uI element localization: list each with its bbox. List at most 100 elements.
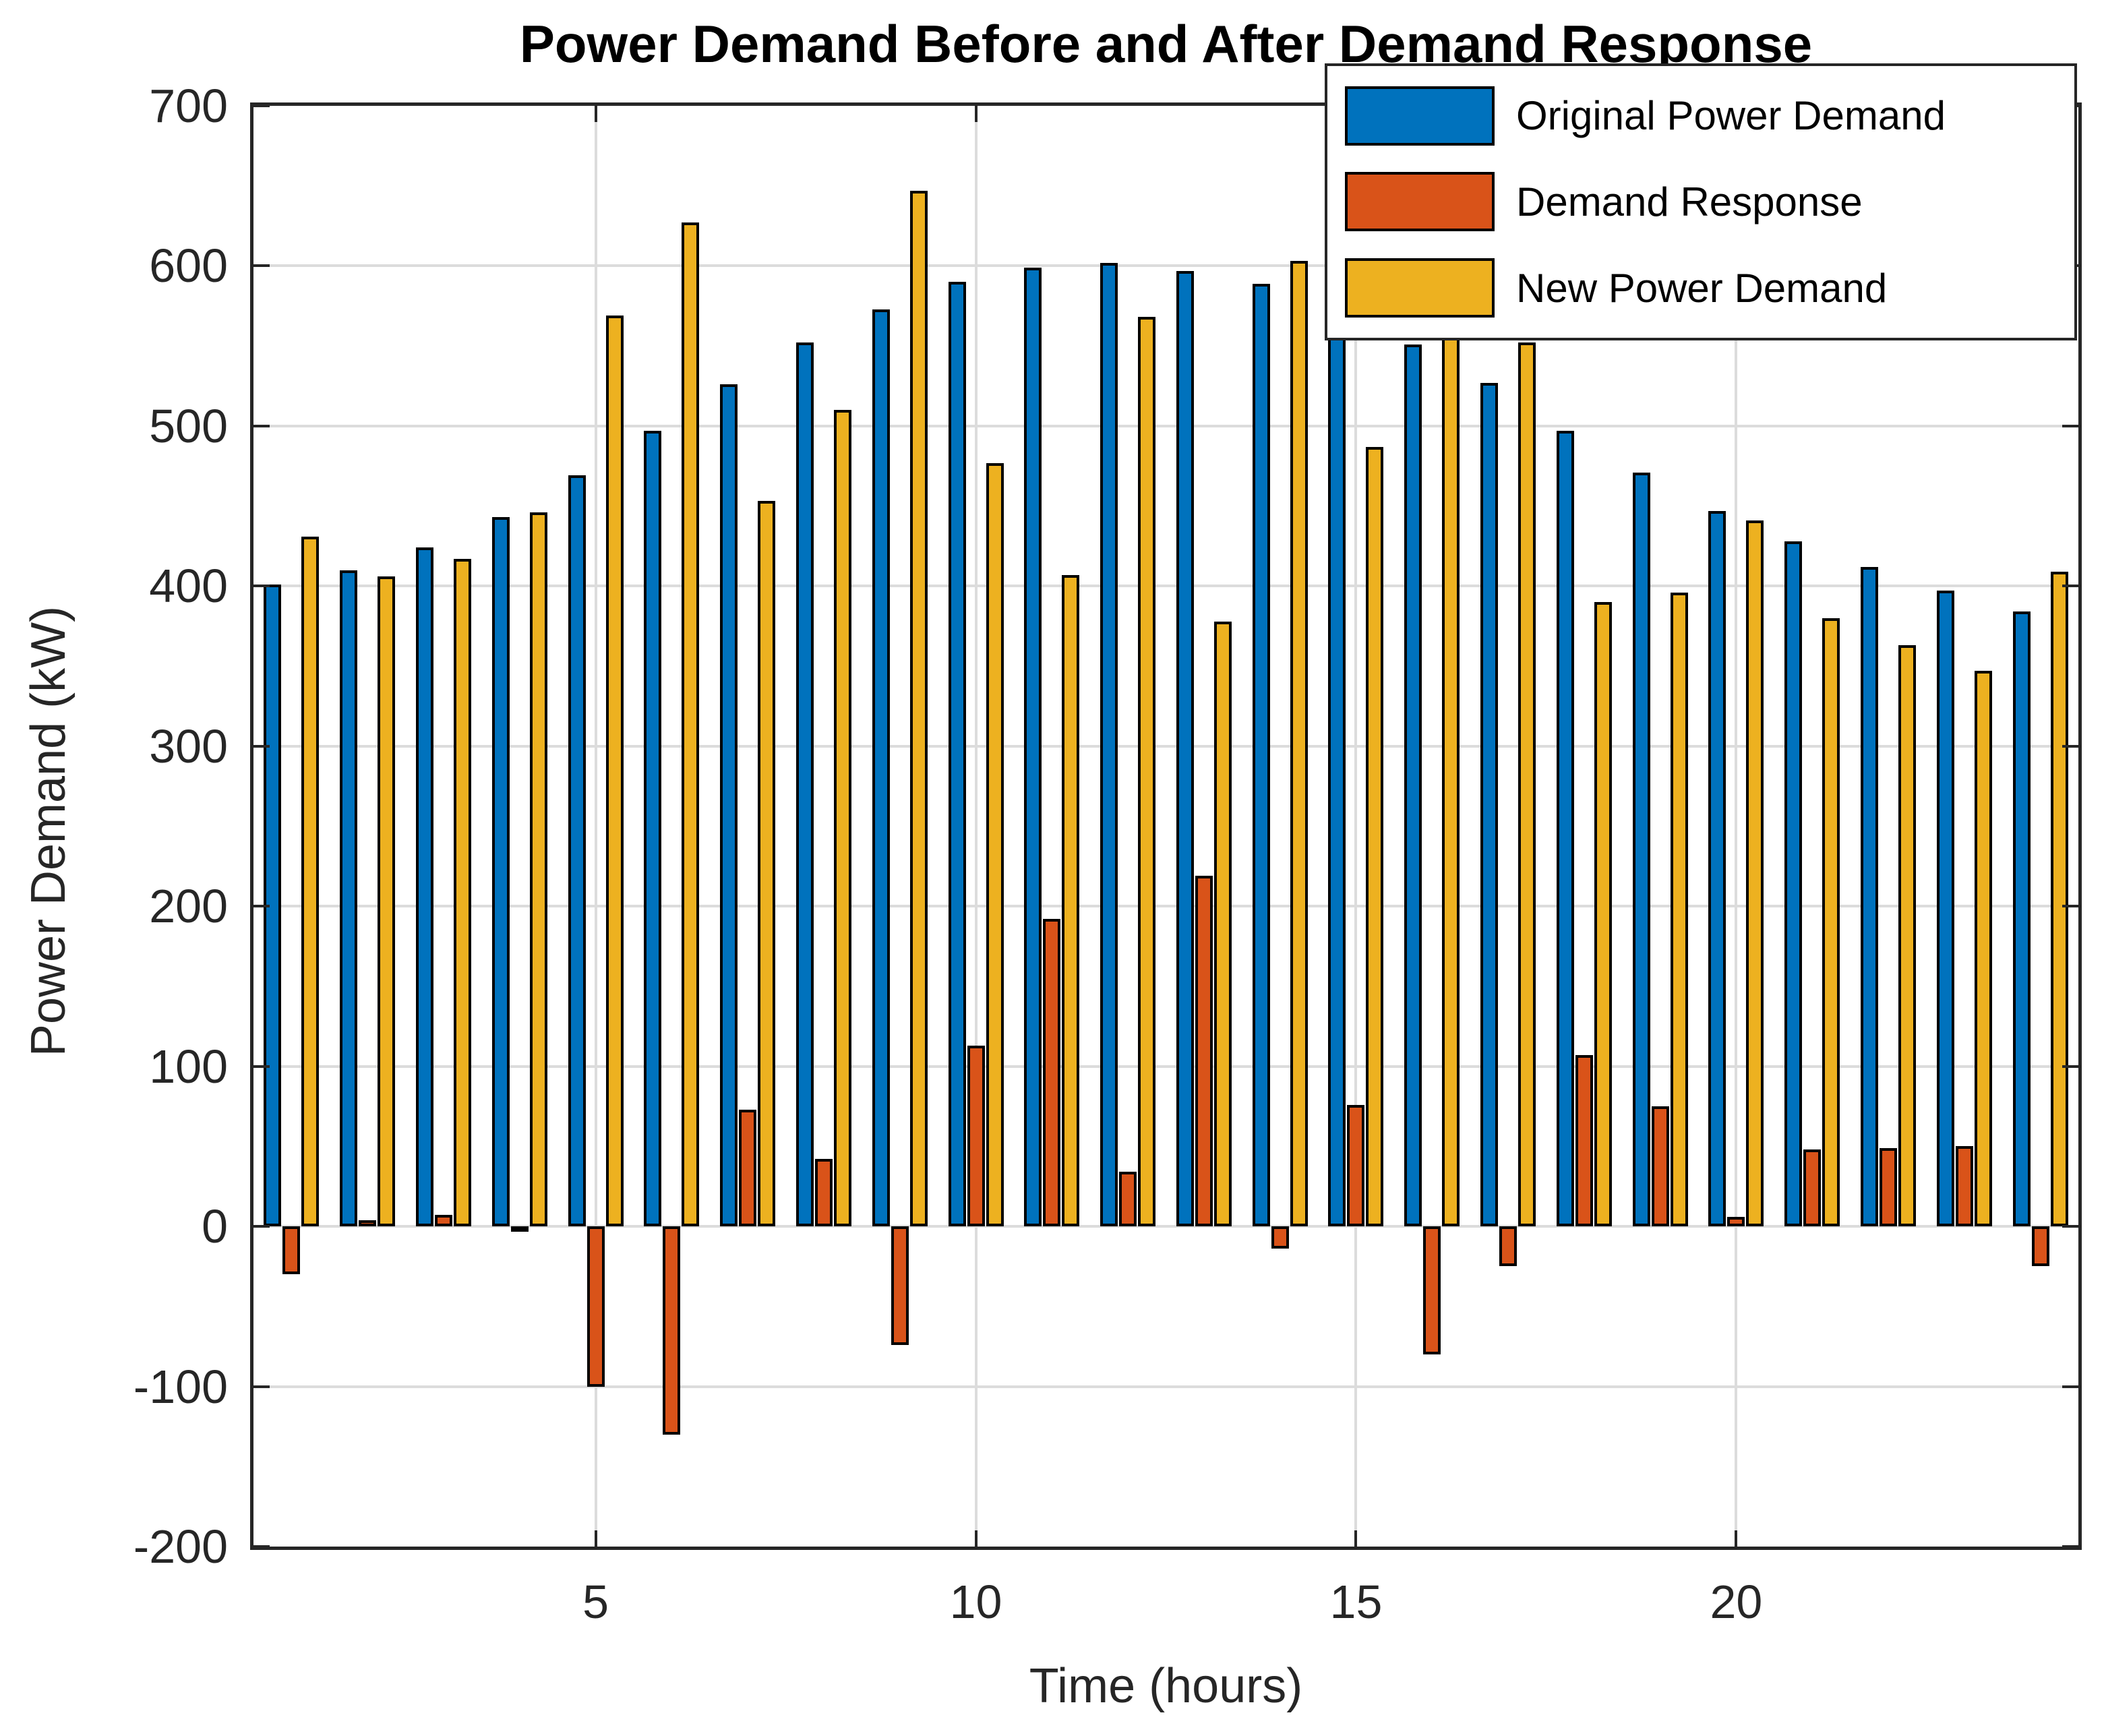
bar-hour3-series1 xyxy=(434,1215,452,1227)
bar-hour18-series2 xyxy=(1594,602,1612,1227)
bar-hour14-series1 xyxy=(1271,1226,1289,1249)
legend-label-original-power-demand: Original Power Demand xyxy=(1516,93,1946,139)
bar-hour3-series0 xyxy=(415,547,433,1227)
bar-hour2-series0 xyxy=(340,570,358,1227)
v-gridline-10 xyxy=(974,106,978,1547)
bar-hour12-series1 xyxy=(1119,1172,1137,1227)
bar-hour5-series0 xyxy=(568,475,586,1227)
bar-hour19-series0 xyxy=(1632,472,1650,1227)
bar-hour11-series2 xyxy=(1062,574,1080,1227)
y-tick-label-500: 500 xyxy=(149,399,228,452)
bar-hour7-series1 xyxy=(739,1109,757,1227)
x-axis-label: Time (hours) xyxy=(1029,1659,1303,1713)
bar-hour2-series2 xyxy=(378,576,396,1227)
bar-hour12-series0 xyxy=(1100,262,1118,1227)
bar-hour16-series1 xyxy=(1423,1226,1441,1355)
x-tick-label-15: 15 xyxy=(1329,1576,1383,1628)
bar-hour12-series2 xyxy=(1138,317,1156,1227)
y-tick-label-0: 0 xyxy=(202,1200,228,1253)
legend-label-new-power-demand: New Power Demand xyxy=(1516,265,1888,311)
bar-hour20-series2 xyxy=(1746,520,1764,1227)
bar-hour19-series1 xyxy=(1651,1106,1669,1227)
y-tick-right-300 xyxy=(2062,744,2078,748)
bar-hour9-series2 xyxy=(909,190,928,1227)
y-tick-right-200 xyxy=(2062,905,2078,908)
bar-hour13-series0 xyxy=(1176,270,1194,1227)
y-tick-label--100: -100 xyxy=(133,1360,228,1413)
bar-hour22-series2 xyxy=(1898,645,1917,1227)
bar-hour3-series2 xyxy=(453,558,471,1227)
bar-hour17-series0 xyxy=(1480,382,1499,1227)
bar-hour15-series1 xyxy=(1347,1104,1365,1227)
y-tick-label-100: 100 xyxy=(149,1040,228,1093)
bar-hour4-series1 xyxy=(510,1226,529,1232)
bar-hour6-series2 xyxy=(682,222,700,1227)
y-tick-right-100 xyxy=(2062,1065,2078,1068)
legend-item-original-power-demand: Original Power Demand xyxy=(1345,86,2074,146)
bar-hour2-series1 xyxy=(359,1220,377,1227)
y-tick-right--200 xyxy=(2062,1545,2078,1548)
bar-hour10-series0 xyxy=(948,282,966,1227)
legend: Original Power Demand Demand Response Ne… xyxy=(1325,63,2077,340)
legend-item-demand-response: Demand Response xyxy=(1345,172,2074,232)
bar-hour24-series1 xyxy=(2031,1226,2049,1267)
y-tick-right-400 xyxy=(2062,585,2078,588)
bar-hour5-series2 xyxy=(605,316,624,1227)
y-tick-label-400: 400 xyxy=(149,560,228,613)
h-gridline--100 xyxy=(253,1385,2078,1388)
bar-hour23-series0 xyxy=(1936,591,1954,1227)
bar-hour20-series0 xyxy=(1708,510,1726,1227)
h-gridline-300 xyxy=(253,744,2078,748)
y-tick-right-0 xyxy=(2062,1225,2078,1228)
legend-swatch-demand-response xyxy=(1345,172,1495,232)
bar-hour1-series2 xyxy=(301,536,320,1227)
y-tick-left-0 xyxy=(253,1225,270,1228)
y-tick-left-200 xyxy=(253,905,270,908)
x-tick-top-5 xyxy=(594,106,597,122)
x-tick-label-10: 10 xyxy=(949,1576,1002,1628)
bar-hour24-series2 xyxy=(2050,571,2068,1227)
plot-area xyxy=(250,102,2082,1550)
y-tick-left-600 xyxy=(253,264,270,268)
bar-hour14-series2 xyxy=(1290,261,1308,1227)
y-tick-left-700 xyxy=(253,104,270,107)
y-tick-label--200: -200 xyxy=(133,1520,228,1573)
bar-hour13-series2 xyxy=(1213,621,1232,1227)
bar-hour24-series0 xyxy=(2012,611,2031,1227)
y-tick-right--100 xyxy=(2062,1385,2078,1388)
bar-hour21-series1 xyxy=(1803,1149,1822,1227)
bar-hour8-series1 xyxy=(814,1159,833,1227)
x-tick-bottom-5 xyxy=(594,1530,597,1547)
bar-hour7-series2 xyxy=(758,501,776,1227)
bar-hour17-series2 xyxy=(1518,342,1536,1227)
v-gridline-5 xyxy=(594,106,597,1547)
bar-hour6-series0 xyxy=(644,431,662,1227)
bar-hour9-series1 xyxy=(891,1226,909,1345)
y-tick-label-200: 200 xyxy=(149,880,228,933)
bar-hour18-series0 xyxy=(1556,431,1574,1227)
y-axis-label: Power Demand (kW) xyxy=(22,605,76,1057)
h-gridline-100 xyxy=(253,1065,2078,1068)
y-tick-label-700: 700 xyxy=(149,80,228,132)
bar-hour13-series1 xyxy=(1195,876,1213,1227)
y-tick-left-100 xyxy=(253,1065,270,1068)
h-gridline-500 xyxy=(253,424,2078,427)
v-gridline-15 xyxy=(1354,106,1358,1547)
bar-hour9-series0 xyxy=(872,309,890,1227)
x-tick-bottom-20 xyxy=(1735,1530,1738,1547)
legend-swatch-new-power-demand xyxy=(1345,258,1495,318)
h-gridline-400 xyxy=(253,585,2078,588)
bar-hour4-series2 xyxy=(529,512,547,1227)
bar-hour6-series1 xyxy=(663,1226,681,1435)
bar-hour16-series2 xyxy=(1442,216,1460,1227)
h-gridline-200 xyxy=(253,905,2078,908)
y-tick-left-400 xyxy=(253,585,270,588)
x-tick-top-10 xyxy=(974,106,978,122)
bar-hour11-series0 xyxy=(1024,267,1042,1227)
bar-hour14-series0 xyxy=(1252,283,1270,1227)
y-tick-left-300 xyxy=(253,744,270,748)
bar-hour11-series1 xyxy=(1043,919,1061,1227)
bar-hour23-series1 xyxy=(1955,1146,1973,1227)
h-gridline-0 xyxy=(253,1225,2078,1228)
